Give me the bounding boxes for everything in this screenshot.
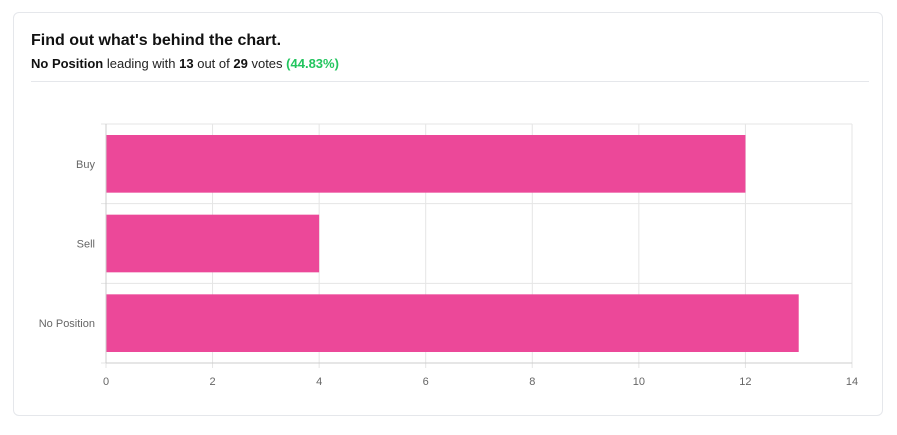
x-tick-label: 12: [739, 376, 751, 388]
bar-no-position: [106, 294, 799, 352]
y-category-label: Buy: [76, 159, 95, 171]
x-tick-label: 0: [103, 376, 109, 388]
x-tick-label: 6: [423, 376, 429, 388]
y-category-label: No Position: [39, 318, 95, 330]
x-tick-label: 10: [633, 376, 645, 388]
x-tick-label: 14: [846, 376, 858, 388]
out-of-text: out of: [197, 56, 230, 71]
x-tick-label: 4: [316, 376, 322, 388]
votes-text: votes: [251, 56, 283, 71]
leader-percent: (44.83%): [286, 56, 339, 71]
bar-buy: [106, 135, 746, 193]
x-tick-label: 2: [210, 376, 216, 388]
poll-summary: No Position leading with 13 out of 29 vo…: [31, 56, 339, 71]
x-tick-label: 8: [529, 376, 535, 388]
bar-sell: [106, 214, 320, 273]
leading-with-text: leading with: [106, 56, 176, 71]
total-votes: 29: [233, 56, 248, 71]
leader-option: No Position: [31, 56, 104, 71]
poll-title: Find out what's behind the chart.: [31, 32, 282, 49]
leader-votes: 13: [179, 56, 194, 71]
header-divider: [31, 81, 869, 82]
y-category-label: Sell: [77, 239, 95, 251]
